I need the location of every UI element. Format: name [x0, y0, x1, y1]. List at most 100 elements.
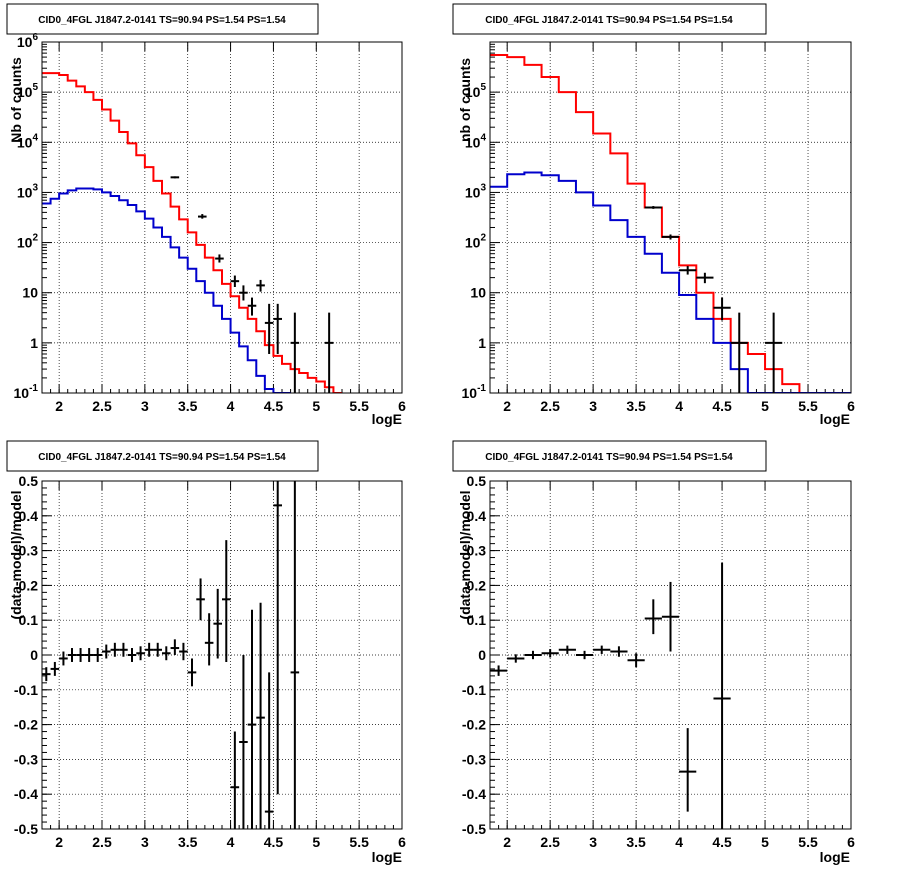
data-point: [170, 639, 180, 655]
x-axis-label: logE: [372, 849, 402, 865]
plot-area: [41, 480, 403, 830]
y-tick-label: 0.3: [19, 543, 39, 559]
x-tick-label: 5: [312, 398, 320, 414]
y-tick-label: 0.1: [19, 612, 39, 628]
y-tick-label: 0.5: [467, 473, 487, 489]
data-point: [290, 312, 300, 393]
x-tick-label: 6: [398, 398, 406, 414]
y-tick-label: 0.4: [19, 508, 39, 524]
x-tick-label: 4: [675, 834, 683, 850]
data-point: [93, 648, 102, 662]
y-tick-label: 10: [22, 285, 38, 301]
x-tick-label: 5: [312, 834, 320, 850]
data-point: [627, 653, 645, 668]
y-tick-label: -0.4: [462, 786, 486, 802]
data-point: [661, 581, 680, 652]
data-point: [59, 651, 68, 666]
y-tick-label: 1: [30, 335, 38, 351]
x-tick-label: 2.5: [540, 398, 560, 414]
x-tick-label: 4: [227, 398, 235, 414]
model-step-line-0: [42, 72, 342, 393]
y-tick-label: 103: [17, 182, 39, 200]
data-point: [144, 642, 154, 657]
panel-counts-right: CID0_4FGL J1847.2-0141 TS=90.94 PS=1.54 …: [452, 3, 855, 427]
data-point: [730, 312, 748, 393]
x-tick-label: 3.5: [626, 398, 646, 414]
data-point: [247, 297, 257, 316]
chart-title: CID0_4FGL J1847.2-0141 TS=90.94 PS=1.54 …: [38, 15, 286, 26]
y-tick-label: 10-1: [14, 383, 39, 401]
data-point: [273, 303, 282, 354]
x-tick-label: 4: [227, 834, 235, 850]
x-tick-label: 5.5: [349, 834, 369, 850]
x-tick-label: 5.5: [349, 398, 369, 414]
chart-title: CID0_4FGL J1847.2-0141 TS=90.94 PS=1.54 …: [485, 452, 733, 463]
x-tick-label: 6: [398, 834, 406, 850]
data-point: [610, 646, 628, 657]
data-point: [264, 303, 274, 354]
model-step-line-1: [42, 187, 291, 393]
data-point: [264, 672, 274, 829]
x-tick-label: 2: [55, 398, 63, 414]
data-layer: [490, 54, 851, 393]
y-tick-label: -0.5: [462, 821, 486, 837]
data-point: [213, 588, 222, 659]
data-point: [679, 728, 697, 812]
y-tick-label: 0.5: [19, 473, 39, 489]
x-tick-label: 3: [589, 398, 597, 414]
y-tick-label: -0.4: [14, 786, 38, 802]
data-point: [110, 642, 120, 657]
data-point: [644, 599, 662, 635]
data-point: [179, 642, 188, 661]
y-tick-label: 106: [17, 32, 39, 50]
data-point: [136, 646, 145, 661]
y-tick-label: 1: [478, 335, 486, 351]
model-step-line-1: [490, 171, 851, 393]
plot-frame: [41, 480, 403, 830]
x-tick-label: 4.5: [712, 398, 732, 414]
y-tick-label: 0.4: [467, 508, 487, 524]
data-point: [222, 540, 231, 662]
x-tick-label: 2: [55, 834, 63, 850]
plot-area: [41, 41, 403, 394]
chart-title: CID0_4FGL J1847.2-0141 TS=90.94 PS=1.54 …: [485, 15, 733, 26]
plot-area: [489, 480, 852, 830]
panel-residuals-left: CID0_4FGL J1847.2-0141 TS=90.94 PS=1.54 …: [6, 440, 406, 865]
data-point: [162, 646, 171, 661]
y-tick-label: -0.5: [14, 821, 38, 837]
data-point: [230, 731, 240, 829]
y-tick-label: -0.2: [14, 717, 38, 733]
data-point: [765, 312, 783, 393]
data-point: [67, 648, 77, 662]
x-tick-label: 4.5: [712, 834, 732, 850]
data-point: [247, 609, 257, 829]
data-point: [215, 254, 224, 263]
title-box: [452, 440, 767, 472]
x-tick-label: 6: [847, 398, 855, 414]
data-point: [76, 648, 85, 662]
x-tick-label: 2: [503, 398, 511, 414]
data-layer: [490, 562, 731, 829]
x-tick-label: 2.5: [92, 834, 112, 850]
x-tick-label: 5.5: [798, 834, 818, 850]
data-point: [713, 297, 731, 321]
x-tick-label: 4.5: [264, 398, 284, 414]
data-layer: [42, 481, 300, 829]
y-axis-label: (data-model)/model: [457, 490, 473, 619]
panel-residuals-right: CID0_4FGL J1847.2-0141 TS=90.94 PS=1.54 …: [452, 440, 855, 865]
y-tick-label: 103: [465, 182, 487, 200]
x-tick-label: 6: [847, 834, 855, 850]
y-tick-label: 0.3: [467, 543, 487, 559]
data-point: [84, 648, 94, 662]
data-point: [490, 665, 508, 676]
data-point: [230, 275, 240, 288]
x-tick-label: 4.5: [264, 834, 284, 850]
data-point: [713, 562, 731, 829]
y-tick-label: -0.3: [14, 751, 38, 767]
y-tick-label: 102: [465, 233, 487, 251]
y-tick-label: 0.2: [467, 577, 487, 593]
x-tick-label: 2.5: [92, 398, 112, 414]
y-tick-label: 10: [470, 285, 486, 301]
plot-background: [42, 42, 402, 393]
